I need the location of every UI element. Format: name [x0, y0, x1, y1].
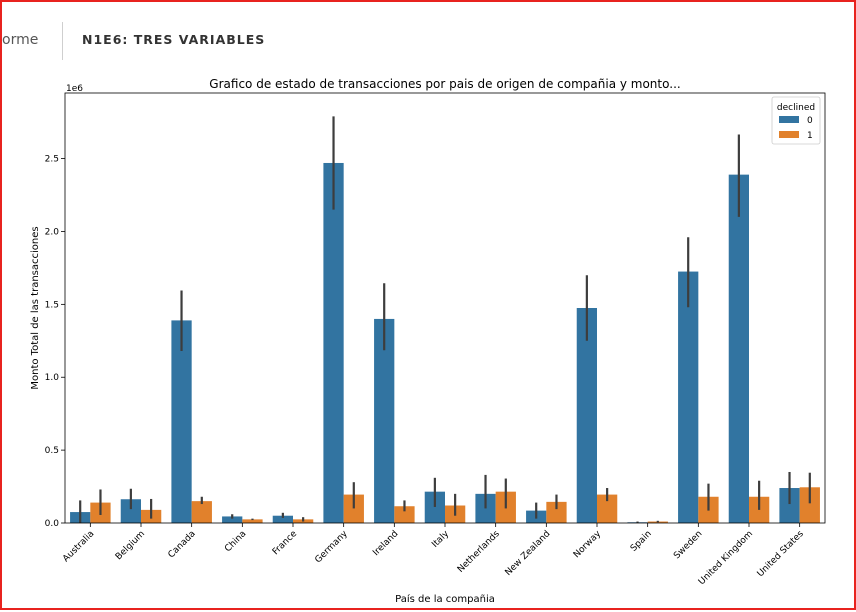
y-tick-label: 2.0 [45, 227, 60, 237]
bar-united-kingdom-declined-0 [728, 174, 749, 523]
bar-italy-declined-0 [424, 491, 445, 523]
legend-swatch-0 [779, 116, 799, 123]
x-tick-label: Netherlands [456, 529, 502, 575]
x-tick-label: Germany [313, 529, 350, 566]
bar-new-zealand-declined-1 [546, 501, 567, 523]
legend: declined 0 1 [771, 96, 821, 145]
x-tick-label: Australia [61, 529, 96, 564]
x-tick-label: Sweden [672, 529, 704, 561]
bar-france-declined-0 [272, 515, 293, 523]
tab-divider [62, 22, 63, 60]
x-tick-label: Spain [629, 529, 654, 554]
report-tab-label[interactable]: orme [2, 32, 39, 48]
legend-title: declined [777, 103, 815, 113]
y-tick-label: 1.5 [45, 300, 59, 310]
bar-china-declined-1 [242, 519, 263, 523]
bar-norway-declined-1 [597, 494, 618, 523]
y-scale-label: 1e6 [66, 84, 83, 94]
legend-swatch-1 [779, 131, 799, 138]
bar-germany-declined-0 [323, 162, 344, 523]
bar-netherlands-declined-0 [475, 493, 496, 523]
bar-canada-declined-0 [171, 320, 192, 523]
bar-united-states-declined-0 [779, 488, 800, 523]
chart-title: Grafico de estado de transacciones por p… [209, 77, 680, 91]
legend-label-1: 1 [807, 131, 813, 141]
y-tick-label: 0.0 [45, 519, 60, 529]
bar-canada-declined-1 [191, 501, 212, 523]
bar-norway-declined-0 [576, 308, 597, 523]
y-axis-label: Monto Total de las transacciones [30, 226, 41, 389]
x-tick-label: Ireland [371, 529, 400, 558]
page-title[interactable]: N1E6: TRES VARIABLES [82, 32, 266, 47]
x-tick-label: United States [756, 529, 806, 579]
bar-china-declined-0 [222, 516, 243, 523]
y-tick-label: 1.0 [45, 373, 60, 383]
x-tick-label: France [271, 529, 300, 558]
x-tick-label: Italy [430, 529, 451, 550]
bar-ireland-declined-1 [394, 506, 415, 523]
y-tick-label: 0.5 [45, 446, 59, 456]
x-tick-label: Canada [167, 529, 198, 560]
x-tick-label: United Kingdom [697, 529, 755, 587]
bar-sweden-declined-0 [678, 271, 699, 523]
legend-label-0: 0 [807, 116, 813, 126]
x-tick-label: China [223, 529, 248, 554]
bar-ireland-declined-0 [374, 318, 395, 523]
bar-germany-declined-1 [343, 494, 364, 523]
y-tick-label: 2.5 [45, 155, 59, 165]
x-tick-label: New Zealand [504, 529, 553, 578]
x-axis-label: País de la compañia [395, 593, 495, 605]
x-tick-label: Norway [572, 529, 604, 561]
x-tick-label: Belgium [114, 529, 147, 562]
bar-united-states-declined-1 [799, 487, 820, 523]
bar-belgium-declined-0 [120, 499, 141, 523]
